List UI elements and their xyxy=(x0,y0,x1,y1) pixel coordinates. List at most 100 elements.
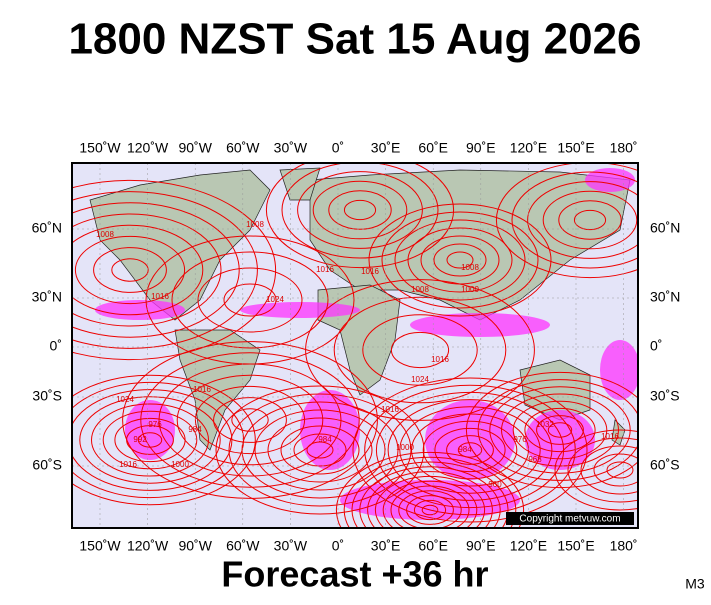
isobar xyxy=(382,480,478,528)
isobar-label: 1016 xyxy=(119,460,137,469)
isobar xyxy=(580,445,638,495)
isobar xyxy=(305,279,535,421)
lon-label-bottom: 90˚W xyxy=(178,538,212,554)
isobars xyxy=(72,163,638,528)
lat-label-right: 60˚N xyxy=(650,220,680,236)
lon-label-top: 0˚ xyxy=(332,140,344,156)
isobar-label: 1008 xyxy=(461,263,479,272)
isobar xyxy=(176,374,324,466)
lon-label-bottom: 150˚E xyxy=(557,538,594,554)
isobar xyxy=(433,243,487,277)
isobar xyxy=(536,415,584,445)
isobar xyxy=(554,429,638,511)
isobar xyxy=(328,190,392,230)
isobar xyxy=(511,171,638,269)
code: M3 xyxy=(685,576,705,592)
isobar xyxy=(542,190,638,250)
isobar xyxy=(72,202,240,338)
lon-label-top: 120˚W xyxy=(127,140,169,156)
isobar xyxy=(72,179,277,361)
subtitle: Forecast +36 hr xyxy=(221,554,488,595)
lat-label-right: 30˚S xyxy=(650,388,680,404)
isobar-label: 1008 xyxy=(246,220,264,229)
isobar-label: 1016 xyxy=(151,292,169,301)
lon-label-top: 90˚E xyxy=(466,140,496,156)
lon-label-top: 60˚E xyxy=(418,140,448,156)
isobar xyxy=(390,485,470,528)
isobar-label: 1008 xyxy=(411,285,429,294)
isobar xyxy=(140,352,360,488)
isobar xyxy=(387,399,553,501)
isobar xyxy=(281,163,439,259)
isobar xyxy=(297,171,423,249)
isobar xyxy=(477,379,638,481)
isobar-label: 976 xyxy=(148,420,162,429)
lon-label-top: 30˚W xyxy=(274,140,308,156)
isobar xyxy=(465,371,638,489)
isobar xyxy=(406,495,454,525)
isobar xyxy=(72,191,258,349)
lat-label-right: 30˚N xyxy=(650,289,680,305)
lon-label-bottom: 30˚W xyxy=(274,538,308,554)
isobar-label: 1016 xyxy=(361,267,379,276)
isobar xyxy=(446,251,474,269)
isobar xyxy=(343,456,517,528)
lat-label-right: 0˚ xyxy=(650,338,662,354)
isobar xyxy=(524,407,596,453)
isobar-label: 1016 xyxy=(193,385,211,394)
isobar xyxy=(72,213,222,327)
lon-label-bottom: 150˚W xyxy=(79,538,121,554)
isobar xyxy=(593,453,638,487)
isobar xyxy=(293,433,347,467)
isobar-label: 1016 xyxy=(316,265,334,274)
isobar xyxy=(306,441,334,459)
lat-label-left: 30˚N xyxy=(32,289,62,305)
isobar-label: 1008 xyxy=(96,230,114,239)
isobar-label: 1016 xyxy=(431,355,449,364)
isobar xyxy=(413,499,447,521)
isobar xyxy=(495,163,638,279)
isobar xyxy=(254,409,386,491)
lon-label-top: 90˚W xyxy=(178,140,212,156)
lat-label-right: 60˚S xyxy=(650,457,680,473)
isobar xyxy=(547,422,573,438)
isobar-label: 992 xyxy=(133,435,147,444)
isobar xyxy=(362,314,478,386)
isobar xyxy=(374,475,486,528)
isobar-label: 1024 xyxy=(411,375,429,384)
lon-label-bottom: 120˚E xyxy=(510,538,547,554)
lat-label-left: 60˚S xyxy=(32,457,62,473)
isobar-label: 1000 xyxy=(396,443,414,452)
lon-label-bottom: 90˚E xyxy=(466,538,496,554)
isobar xyxy=(215,385,425,515)
lat-label-left: 30˚S xyxy=(32,388,62,404)
isobar xyxy=(434,427,506,473)
isobar xyxy=(399,406,541,494)
lon-label-top: 150˚E xyxy=(557,140,594,156)
isobar xyxy=(381,211,539,309)
isobar-label: 1024 xyxy=(116,395,134,404)
isobar-label: 984 xyxy=(318,435,332,444)
isobar xyxy=(223,283,277,317)
isobar xyxy=(421,504,439,516)
isobar xyxy=(122,341,378,499)
isobar xyxy=(74,235,186,305)
map-frame xyxy=(71,162,639,529)
graticule xyxy=(72,163,638,528)
isobar-label: 968 xyxy=(528,455,542,464)
isobar-label: 1016 xyxy=(601,432,619,441)
isobar xyxy=(197,267,303,333)
isobar-label: 984 xyxy=(188,425,202,434)
map xyxy=(72,163,638,528)
isobar xyxy=(367,471,493,528)
isobar xyxy=(390,331,450,369)
isobar xyxy=(351,461,509,528)
isobar xyxy=(145,235,355,365)
isobar xyxy=(333,296,507,404)
isobar xyxy=(512,400,608,460)
isobar xyxy=(111,258,149,282)
isobar-label: 1000 xyxy=(171,460,189,469)
lon-label-top: 60˚W xyxy=(226,140,260,156)
isobar-label: 1016 xyxy=(381,405,399,414)
isobar xyxy=(527,181,638,259)
